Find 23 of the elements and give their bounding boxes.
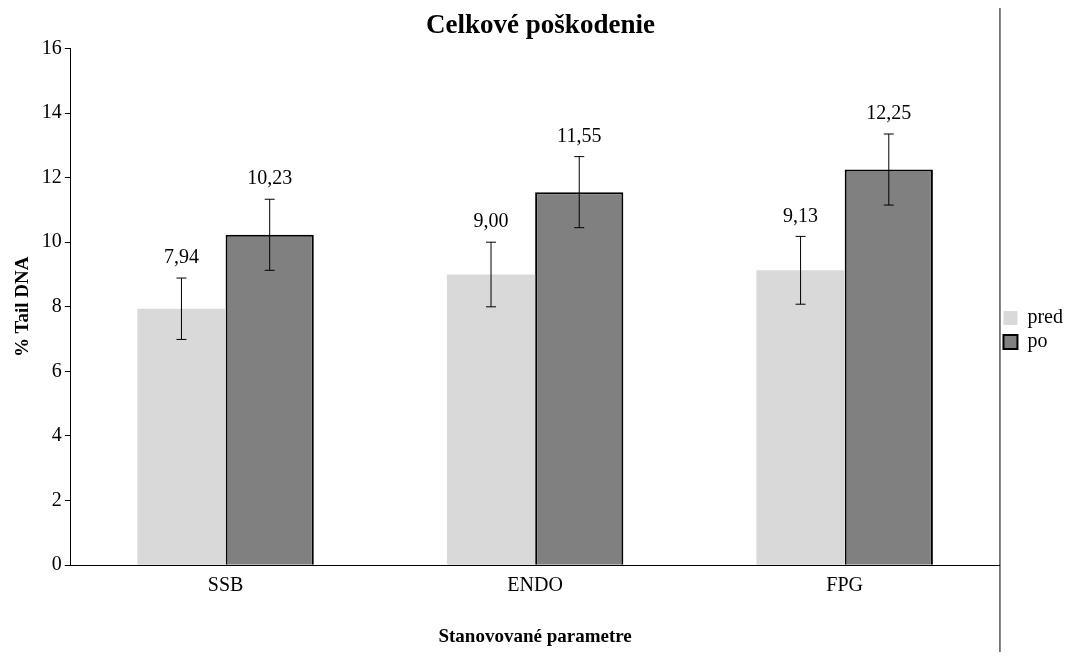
x-tick-label: FPG [826, 573, 864, 596]
x-axis-title: Stanovované parametre [438, 624, 632, 646]
data-label: 9,00 [473, 209, 509, 232]
y-tick-label: 14 [41, 100, 62, 123]
y-tick-label: 6 [51, 358, 62, 381]
data-label: 9,13 [783, 203, 819, 226]
data-label: 10,23 [247, 166, 293, 189]
legend-label: po [1027, 329, 1048, 353]
data-label: 12,25 [866, 101, 912, 124]
y-tick-label: 2 [51, 487, 62, 510]
x-tick-label: ENDO [507, 573, 563, 596]
y-tick-label: 8 [51, 294, 62, 317]
y-tick-label: 12 [41, 164, 62, 187]
y-tick-label: 4 [51, 423, 62, 446]
y-tick-label: 10 [41, 229, 62, 252]
legend-label: pred [1027, 305, 1064, 329]
x-tick-label: SSB [207, 573, 244, 596]
data-label: 7,94 [163, 245, 199, 268]
y-tick-label: 0 [51, 552, 62, 575]
y-axis-title: % Tail DNA [11, 256, 33, 357]
data-label: 11,55 [557, 123, 602, 146]
chart-title: Celkové poškodenie [426, 9, 655, 40]
y-tick-label: 16 [41, 35, 62, 58]
